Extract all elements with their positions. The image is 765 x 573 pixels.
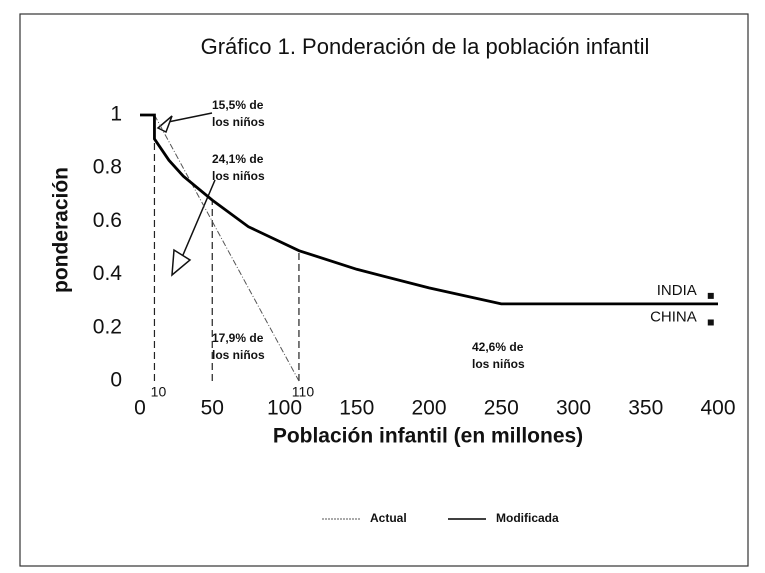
- x-tick-label: 250: [484, 397, 519, 420]
- arrows: [156, 112, 216, 277]
- series-line: [154, 114, 300, 382]
- annotation: los niños: [212, 115, 265, 129]
- series-line: [140, 113, 718, 306]
- frame: [19, 13, 749, 567]
- y-tick-label: 0.8: [93, 156, 122, 179]
- point: [707, 319, 714, 326]
- point-label: CHINA: [650, 308, 697, 325]
- x-tick-label: 300: [556, 397, 591, 420]
- x-axis-label: Población infantil (en millones): [273, 425, 583, 448]
- x-tick-label: 350: [628, 397, 663, 420]
- point-label: INDIA: [657, 282, 697, 299]
- chart-title: Gráfico 1. Ponderación de la población i…: [201, 34, 650, 59]
- annotation: los niños: [212, 169, 265, 183]
- x-tick-label: 50: [201, 397, 224, 420]
- y-tick-label: 0: [110, 369, 122, 392]
- annotation: 24,1% de: [212, 152, 264, 166]
- x-tick-label: 400: [700, 397, 735, 420]
- y-tick-label: 0.6: [93, 209, 122, 232]
- y-tick-label: 0.4: [93, 262, 123, 285]
- marker-label: 110: [292, 384, 315, 400]
- annotation: 42,6% de: [472, 340, 524, 354]
- x-tick-label: 100: [267, 397, 302, 420]
- x-tick-label: 150: [339, 397, 374, 420]
- annotation: 15,5% de: [212, 98, 264, 112]
- x-tick-label: 0: [134, 397, 146, 420]
- legend-label: Modificada: [496, 511, 559, 525]
- annotation: los niños: [212, 348, 265, 362]
- point: [707, 292, 714, 299]
- x-tick-label: 200: [411, 397, 446, 420]
- annotation: 17,9% de: [212, 331, 264, 345]
- y-tick-label: 1: [110, 103, 122, 126]
- legend-label: Actual: [370, 511, 407, 525]
- y-axis-label: ponderación: [50, 167, 73, 293]
- annotation: los niños: [472, 357, 525, 371]
- y-tick-label: 0.2: [93, 315, 122, 338]
- marker-label: 10: [151, 384, 167, 400]
